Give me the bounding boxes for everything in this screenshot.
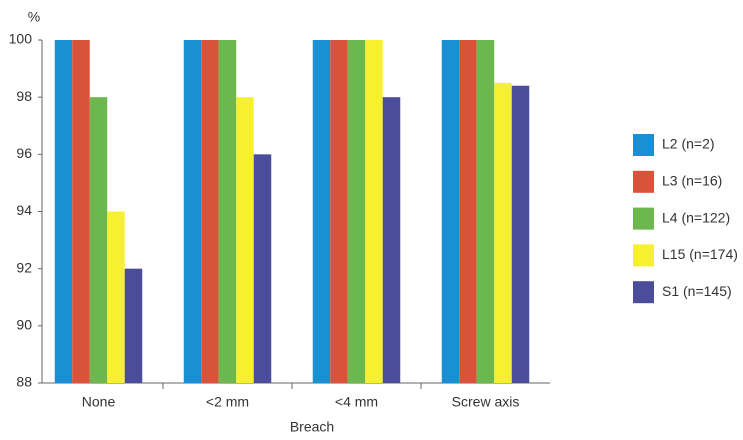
legend-swatch bbox=[633, 170, 654, 193]
bar bbox=[72, 40, 90, 383]
y-tick-label: 94 bbox=[16, 202, 32, 218]
bar bbox=[89, 97, 108, 384]
legend-label: L15 (n=174) bbox=[662, 246, 738, 262]
bar bbox=[347, 40, 366, 383]
legend-label: L2 (n=2) bbox=[662, 136, 715, 152]
legend-swatch bbox=[633, 134, 654, 156]
bar bbox=[236, 97, 254, 384]
bar bbox=[253, 154, 272, 383]
bar bbox=[511, 85, 530, 383]
y-tick-label: 88 bbox=[16, 374, 32, 390]
bar bbox=[476, 40, 495, 383]
legend-label: L4 (n=122) bbox=[662, 209, 730, 225]
y-unit: % bbox=[28, 9, 40, 25]
y-tick-label: 100 bbox=[9, 31, 33, 47]
bar bbox=[218, 40, 237, 383]
bar bbox=[312, 40, 331, 383]
bar bbox=[365, 40, 383, 383]
x-tick-label: <4 mm bbox=[335, 394, 378, 410]
bar bbox=[459, 40, 477, 383]
legend-label: S1 (n=145) bbox=[662, 283, 732, 299]
bar bbox=[201, 40, 219, 383]
bar bbox=[107, 211, 125, 383]
y-tick-label: 96 bbox=[16, 145, 32, 161]
legend-swatch bbox=[633, 244, 654, 267]
legend-swatch bbox=[633, 281, 654, 304]
bar bbox=[183, 40, 202, 383]
bar bbox=[124, 268, 143, 383]
bar bbox=[494, 82, 512, 383]
legend-label: L3 (n=16) bbox=[662, 173, 722, 189]
x-axis-label: Breach bbox=[290, 419, 334, 435]
y-tick-label: 90 bbox=[16, 317, 32, 333]
legend-swatch bbox=[633, 207, 654, 230]
bar bbox=[382, 97, 401, 384]
bar bbox=[441, 40, 460, 383]
x-tick-label: <2 mm bbox=[206, 394, 249, 410]
x-tick-label: Screw axis bbox=[452, 394, 520, 410]
bar bbox=[330, 40, 348, 383]
x-tick-label: None bbox=[82, 394, 116, 410]
y-tick-label: 98 bbox=[16, 88, 32, 104]
bar bbox=[54, 40, 73, 383]
y-tick-label: 92 bbox=[16, 259, 32, 275]
